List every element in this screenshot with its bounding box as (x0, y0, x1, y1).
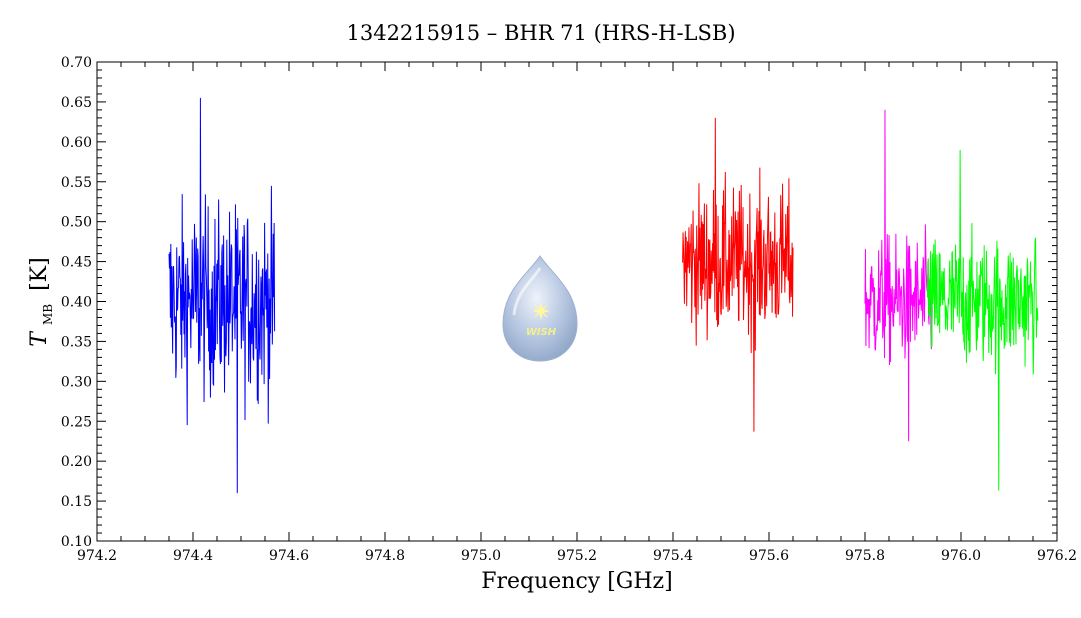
x-tick-label: 974.6 (269, 548, 309, 564)
y-tick-label: 0.45 (61, 255, 92, 271)
y-axis-label: T MB [K] (27, 257, 58, 346)
x-tick-label: 975.2 (557, 548, 597, 564)
x-tick-label: 975.4 (653, 548, 693, 564)
series-line-1 (168, 97, 276, 494)
series-line-4 (926, 149, 1039, 491)
wish-logo: WISH (502, 255, 578, 362)
x-axis: 974.2 974.4 974.6 974.8 975.0 975.2 975.4 975.6… (77, 62, 1077, 564)
star-icon (532, 302, 550, 320)
x-tick-label: 976.2 (1037, 548, 1077, 564)
y-tick-label: 0.15 (61, 494, 92, 510)
x-tick-label: 974.8 (365, 548, 405, 564)
x-tick-label: 975.8 (845, 548, 885, 564)
y-tick-label: 0.30 (61, 374, 92, 390)
y-axis-subscript: MB (41, 304, 55, 325)
x-tick-label: 975.0 (461, 548, 501, 564)
series-line-3 (864, 109, 933, 442)
y-tick-label: 0.20 (61, 454, 92, 470)
y-tick-label: 0.50 (61, 215, 92, 231)
logo-text: WISH (526, 327, 557, 338)
y-tick-label: 0.10 (61, 534, 92, 550)
x-axis-label: Frequency [GHz] (481, 569, 673, 594)
series-line-2 (682, 117, 794, 432)
y-axis: 0.10 0.15 0.20 0.25 0.30 0.35 0.40 0.45 0.50 0.55… (61, 55, 1057, 550)
y-tick-label: 0.35 (61, 334, 92, 350)
svg-text:T MB [K]: T MB [K] (27, 257, 58, 346)
y-axis-symbol: T (27, 330, 52, 347)
y-tick-label: 0.70 (61, 55, 92, 71)
x-tick-label: 974.4 (173, 548, 213, 564)
y-tick-label: 0.65 (61, 95, 92, 111)
x-tick-label: 976.0 (941, 548, 981, 564)
y-tick-label: 0.60 (61, 135, 92, 151)
x-tick-label: 975.6 (749, 548, 789, 564)
series-layer (168, 97, 1039, 494)
y-tick-label: 0.55 (61, 175, 92, 191)
y-tick-label: 0.40 (61, 295, 92, 311)
chart-title: 1342215915 – BHR 71 (HRS-H-LSB) (346, 21, 735, 45)
y-axis-unit: [K] (27, 257, 52, 291)
x-tick-label: 974.2 (77, 548, 117, 564)
y-tick-label: 0.25 (61, 414, 92, 430)
